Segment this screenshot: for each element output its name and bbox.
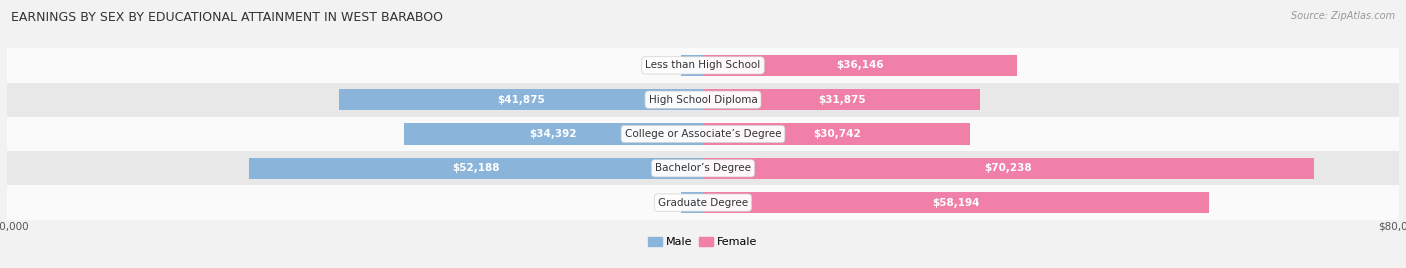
Text: $36,146: $36,146 — [837, 60, 884, 70]
Bar — [249, 158, 703, 179]
Text: $0: $0 — [659, 198, 672, 208]
Bar — [703, 158, 1315, 179]
Bar — [404, 123, 703, 145]
Bar — [7, 151, 1399, 185]
Text: $31,875: $31,875 — [818, 95, 866, 105]
Bar — [682, 192, 703, 213]
Text: $70,238: $70,238 — [984, 163, 1032, 173]
Bar — [339, 89, 703, 110]
Legend: Male, Female: Male, Female — [644, 233, 762, 252]
Text: $41,875: $41,875 — [496, 95, 544, 105]
Text: $58,194: $58,194 — [932, 198, 980, 208]
Text: $34,392: $34,392 — [530, 129, 576, 139]
Bar — [7, 117, 1399, 151]
Bar — [703, 55, 1018, 76]
Text: EARNINGS BY SEX BY EDUCATIONAL ATTAINMENT IN WEST BARABOO: EARNINGS BY SEX BY EDUCATIONAL ATTAINMEN… — [11, 11, 443, 24]
Text: College or Associate’s Degree: College or Associate’s Degree — [624, 129, 782, 139]
Text: Bachelor’s Degree: Bachelor’s Degree — [655, 163, 751, 173]
Text: Less than High School: Less than High School — [645, 60, 761, 70]
Text: $52,188: $52,188 — [453, 163, 499, 173]
Bar — [703, 89, 980, 110]
Text: $0: $0 — [659, 60, 672, 70]
Text: High School Diploma: High School Diploma — [648, 95, 758, 105]
Text: Source: ZipAtlas.com: Source: ZipAtlas.com — [1291, 11, 1395, 21]
Bar — [703, 192, 1209, 213]
Text: $30,742: $30,742 — [813, 129, 860, 139]
Bar — [7, 83, 1399, 117]
Bar — [7, 48, 1399, 83]
Bar — [682, 55, 703, 76]
Text: Graduate Degree: Graduate Degree — [658, 198, 748, 208]
Bar — [703, 123, 970, 145]
Bar — [7, 185, 1399, 220]
